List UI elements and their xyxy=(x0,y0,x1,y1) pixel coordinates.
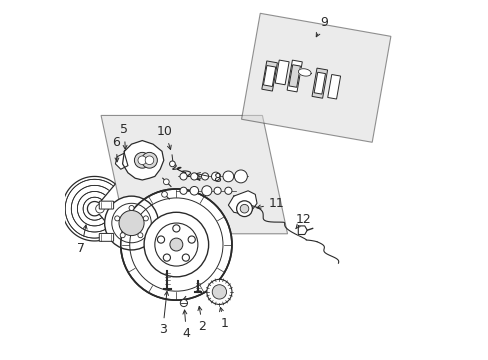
Circle shape xyxy=(145,156,153,165)
Circle shape xyxy=(121,189,231,300)
FancyBboxPatch shape xyxy=(99,233,113,241)
Circle shape xyxy=(180,300,187,307)
Circle shape xyxy=(180,187,187,194)
Circle shape xyxy=(169,238,183,251)
Text: 8: 8 xyxy=(196,172,221,185)
Text: 1: 1 xyxy=(219,307,228,330)
Circle shape xyxy=(138,233,142,238)
Polygon shape xyxy=(288,65,300,87)
Circle shape xyxy=(201,173,208,180)
Circle shape xyxy=(236,201,252,217)
Circle shape xyxy=(180,173,187,180)
Polygon shape xyxy=(122,140,163,180)
Polygon shape xyxy=(228,191,257,214)
Polygon shape xyxy=(115,153,128,169)
Circle shape xyxy=(182,254,189,261)
Circle shape xyxy=(138,156,146,165)
Polygon shape xyxy=(298,226,306,234)
Text: 3: 3 xyxy=(159,292,168,336)
Circle shape xyxy=(115,216,120,221)
Circle shape xyxy=(104,196,158,250)
Circle shape xyxy=(129,206,134,211)
Circle shape xyxy=(144,212,208,277)
Polygon shape xyxy=(241,13,390,142)
FancyBboxPatch shape xyxy=(99,201,113,209)
Circle shape xyxy=(142,152,157,168)
Circle shape xyxy=(211,172,220,181)
Circle shape xyxy=(162,192,167,197)
Text: 7: 7 xyxy=(77,225,87,255)
Circle shape xyxy=(190,186,198,195)
Text: 10: 10 xyxy=(157,125,172,149)
Circle shape xyxy=(240,204,248,213)
Circle shape xyxy=(224,187,231,194)
Polygon shape xyxy=(298,69,310,76)
Polygon shape xyxy=(286,60,302,92)
Polygon shape xyxy=(261,61,277,91)
Polygon shape xyxy=(313,72,325,94)
Text: 5: 5 xyxy=(120,123,128,149)
Circle shape xyxy=(206,279,231,305)
Text: 9: 9 xyxy=(316,16,327,37)
Circle shape xyxy=(120,233,125,238)
Polygon shape xyxy=(101,116,287,234)
Text: 11: 11 xyxy=(256,197,284,210)
Polygon shape xyxy=(263,66,275,86)
Circle shape xyxy=(223,171,233,182)
Circle shape xyxy=(96,204,104,213)
Text: 12: 12 xyxy=(295,213,311,229)
Circle shape xyxy=(190,173,198,180)
Text: 4: 4 xyxy=(182,310,190,340)
Circle shape xyxy=(188,236,195,243)
Circle shape xyxy=(202,186,211,196)
Circle shape xyxy=(212,285,226,299)
Circle shape xyxy=(143,216,148,221)
Circle shape xyxy=(172,225,180,232)
Circle shape xyxy=(163,254,170,261)
Circle shape xyxy=(163,179,169,185)
Polygon shape xyxy=(327,75,340,99)
Circle shape xyxy=(169,161,175,167)
Circle shape xyxy=(157,236,164,243)
Polygon shape xyxy=(62,176,115,241)
Text: 6: 6 xyxy=(112,136,120,162)
Circle shape xyxy=(214,187,221,194)
Text: 2: 2 xyxy=(198,306,206,333)
Polygon shape xyxy=(311,68,327,98)
Circle shape xyxy=(119,211,144,235)
Circle shape xyxy=(234,170,247,183)
Polygon shape xyxy=(275,60,288,85)
Circle shape xyxy=(134,152,150,168)
